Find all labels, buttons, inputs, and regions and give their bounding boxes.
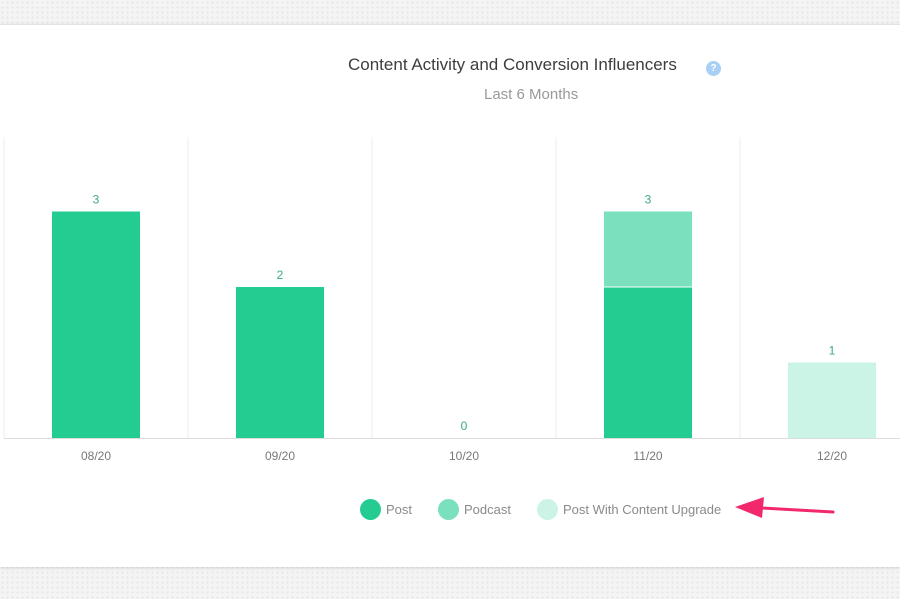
data-label: 2 — [277, 268, 284, 282]
bar-podcast-11-20[interactable] — [604, 211, 692, 288]
legend-swatch — [360, 499, 381, 520]
chart-legend: Post Podcast Post With Content Upgrade — [360, 499, 747, 520]
legend-item-podcast[interactable]: Podcast — [438, 499, 511, 520]
x-tick-label: 11/20 — [633, 449, 662, 463]
legend-item-post-with-content-upgrade[interactable]: Post With Content Upgrade — [537, 499, 721, 520]
chart-title: Content Activity and Conversion Influenc… — [348, 55, 677, 74]
x-tick-label: 08/20 — [81, 449, 111, 463]
x-tick-label: 12/20 — [817, 449, 847, 463]
chart-subtitle: Last 6 Months — [484, 86, 579, 103]
data-label: 3 — [93, 193, 100, 207]
bar-post-08-20[interactable] — [52, 211, 140, 439]
bar-post-with-content-upgrade-12-20[interactable] — [788, 362, 876, 439]
data-label: 1 — [829, 344, 836, 358]
help-icon[interactable]: ? — [706, 61, 721, 76]
legend-label: Post — [386, 502, 413, 517]
legend-swatch — [438, 499, 460, 520]
chart-card — [0, 24, 900, 567]
legend-label: Podcast — [464, 502, 511, 517]
legend-label: Post With Content Upgrade — [563, 502, 722, 517]
x-tick-label: 10/20 — [449, 449, 479, 463]
legend-swatch — [537, 499, 558, 520]
bar-post-09-20[interactable] — [236, 287, 324, 438]
x-tick-label: 09/20 — [265, 449, 295, 463]
legend-item-post[interactable]: Post — [360, 499, 412, 520]
bar-post-11-20[interactable] — [604, 287, 692, 438]
data-label: 3 — [645, 193, 652, 207]
data-label: 0 — [461, 419, 468, 433]
